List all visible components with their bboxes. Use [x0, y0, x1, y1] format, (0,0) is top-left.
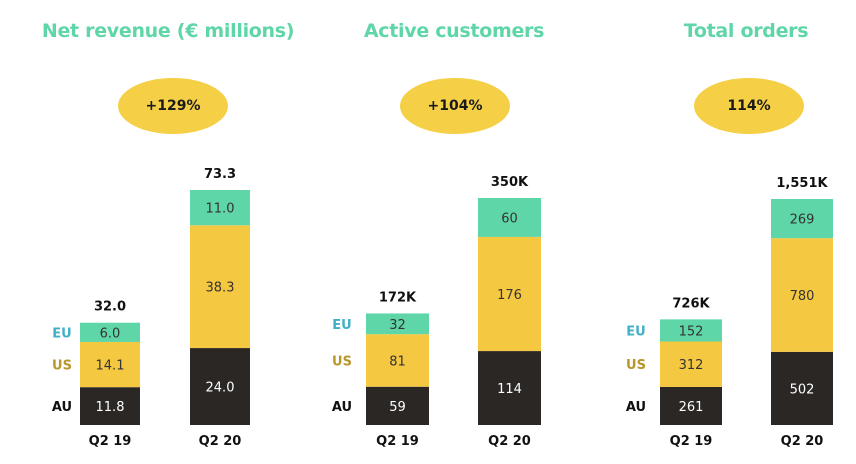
bar-segment-us — [660, 341, 722, 387]
bar-segment-eu — [366, 313, 429, 335]
bar-segment-eu — [660, 319, 722, 342]
total-label: 172K — [379, 290, 417, 305]
legend-label-us: US — [52, 359, 72, 374]
data-label: 176 — [497, 288, 522, 303]
data-label: 11.0 — [206, 202, 235, 217]
bar-segment-au — [80, 387, 140, 425]
legend-label-au: AU — [52, 400, 72, 415]
bar-segment-au — [660, 386, 722, 425]
chart-plot: 261 312 152 726K Q2 19 AU US EU 502 780 269 1,551K Q… — [626, 176, 833, 449]
x-tick-label: Q2 19 — [376, 434, 419, 449]
bar-segment-au — [366, 386, 429, 425]
bar-segment-au — [771, 351, 833, 425]
chart-panel-total-orders: Total orders 114% 261 312 152 726K Q2 19 AU US… — [596, 0, 856, 464]
legend-label-us: US — [332, 354, 352, 369]
data-label: 59 — [389, 400, 406, 415]
x-tick-label: Q2 20 — [488, 434, 531, 449]
chart-title: Active customers — [363, 20, 545, 42]
legend-label-us: US — [626, 358, 646, 373]
bar-segment-us — [190, 225, 250, 349]
chart-title: Net revenue (€ millions) — [41, 20, 295, 42]
x-tick-label: Q2 20 — [199, 434, 242, 449]
x-tick-label: Q2 20 — [781, 434, 824, 449]
growth-badge: 114% — [694, 78, 804, 134]
bar-segment-au — [478, 351, 541, 425]
data-label: 502 — [790, 382, 815, 397]
data-label: 32 — [389, 318, 406, 333]
total-label: 350K — [491, 175, 529, 190]
data-label: 152 — [679, 324, 704, 339]
chart-title: Total orders — [683, 20, 809, 42]
chart-plot: 11.8 14.1 6.0 32.0 Q2 19 AU US EU 24.0 38.3 11.0 73… — [52, 167, 250, 449]
data-label: 6.0 — [100, 326, 121, 341]
data-label: 24.0 — [206, 381, 235, 396]
data-label: 81 — [389, 354, 406, 369]
bar-segment-eu — [478, 198, 541, 237]
legend-label-eu: EU — [626, 324, 645, 339]
growth-badge: +104% — [400, 78, 510, 134]
x-tick-label: Q2 19 — [89, 434, 132, 449]
growth-badge: +129% — [118, 78, 228, 134]
data-label: 11.8 — [96, 400, 125, 415]
legend-label-au: AU — [332, 400, 352, 415]
data-label: 114 — [497, 382, 522, 397]
chart-panel-active-customers: Active customers +104% 59 81 32 172K Q2 19 AU… — [300, 0, 570, 464]
legend-label-au: AU — [626, 400, 646, 415]
bar-segment-eu — [771, 199, 833, 239]
bar-segment-us — [80, 341, 140, 388]
data-label: 60 — [501, 211, 518, 226]
legend-label-eu: EU — [52, 326, 71, 341]
total-label: 1,551K — [776, 176, 828, 191]
chart-plot: 59 81 32 172K Q2 19 AU US EU 114 176 60 350K Q2 20 — [332, 175, 541, 449]
total-label: 726K — [672, 296, 710, 311]
data-label: 269 — [790, 213, 815, 228]
total-label: 32.0 — [94, 300, 126, 315]
x-tick-label: Q2 19 — [670, 434, 713, 449]
total-label: 73.3 — [204, 167, 236, 182]
bar-segment-us — [771, 238, 833, 352]
data-label: 312 — [679, 358, 704, 373]
bar-segment-au — [190, 348, 250, 425]
data-label: 261 — [679, 400, 704, 415]
data-label: 780 — [790, 289, 815, 304]
data-label: 38.3 — [206, 281, 235, 296]
data-label: 14.1 — [96, 359, 125, 374]
chart-panel-net-revenue: Net revenue (€ millions) +129% 11.8 14.1 6… — [0, 0, 295, 464]
bar-segment-us — [478, 236, 541, 352]
bar-segment-eu — [190, 190, 250, 226]
bar-segment-us — [366, 334, 429, 387]
legend-label-eu: EU — [332, 318, 351, 333]
bar-segment-eu — [80, 322, 140, 342]
